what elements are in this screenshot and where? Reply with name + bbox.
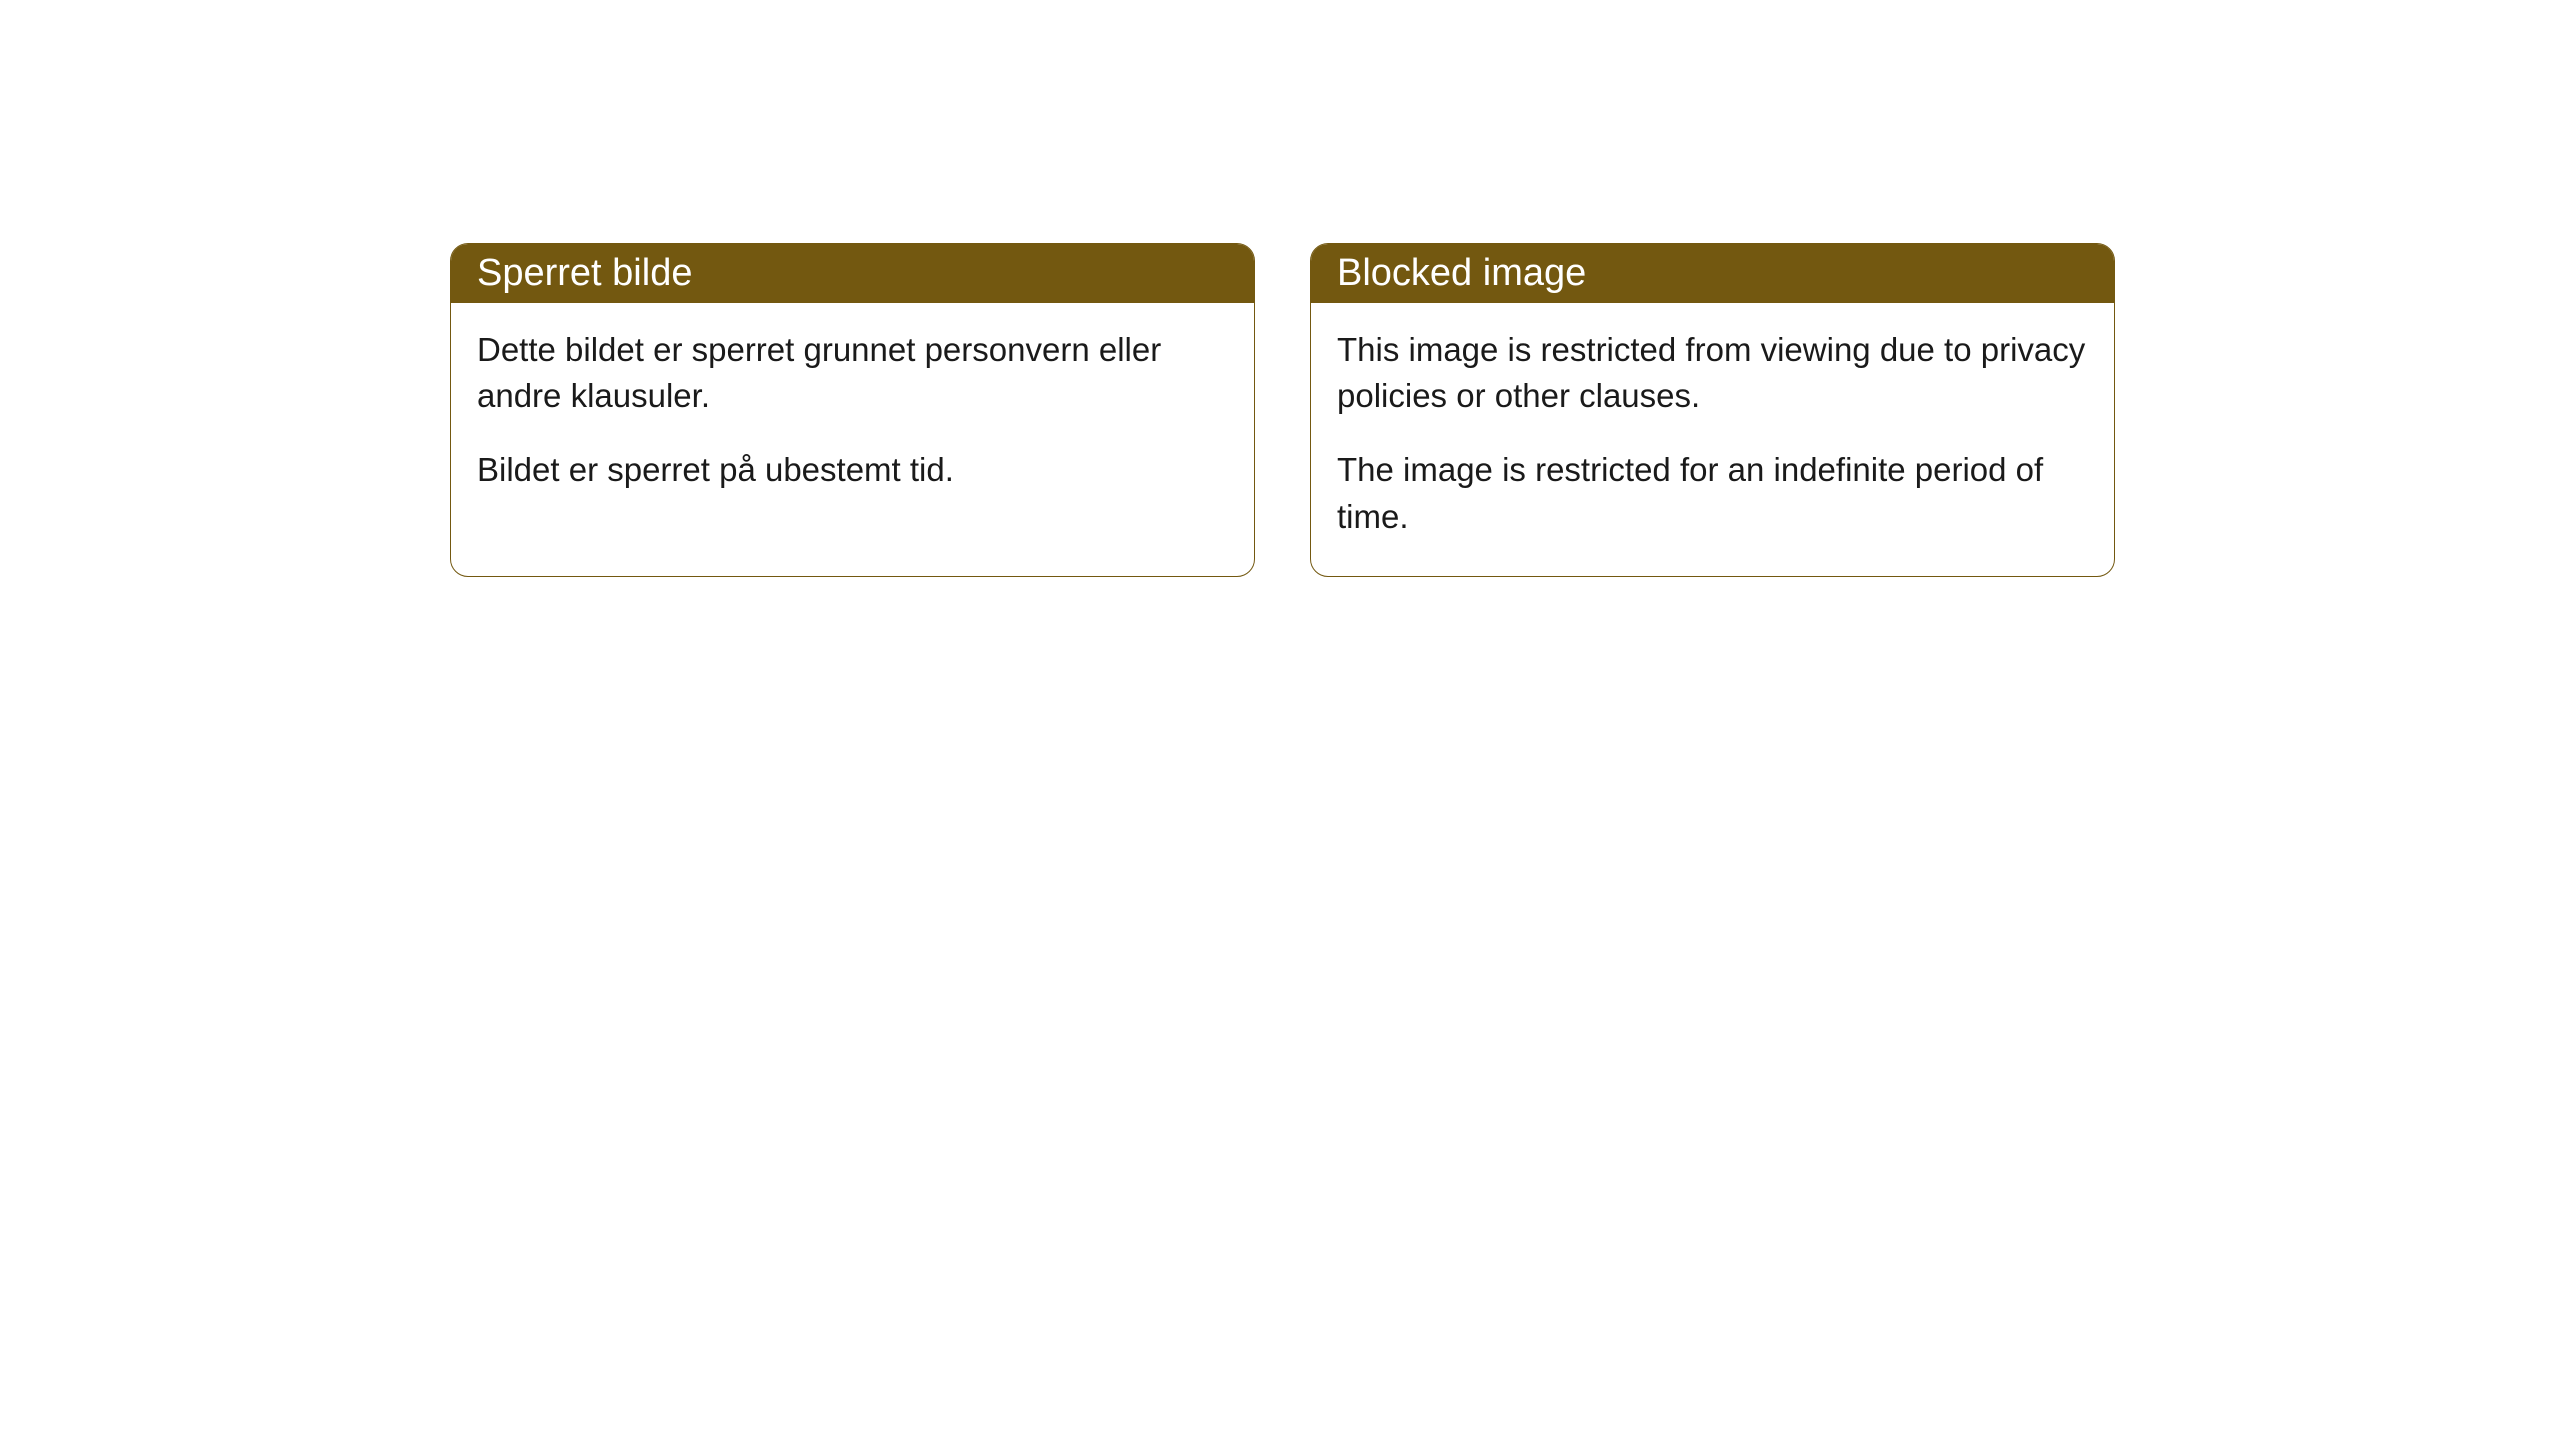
card-paragraph-2: Bildet er sperret på ubestemt tid. [477,447,1228,493]
card-title: Blocked image [1337,252,1586,294]
card-header: Blocked image [1311,244,2114,303]
card-paragraph-2: The image is restricted for an indefinit… [1337,447,2088,539]
card-paragraph-1: Dette bildet er sperret grunnet personve… [477,327,1228,419]
card-header: Sperret bilde [451,244,1254,303]
card-title: Sperret bilde [477,252,692,294]
card-paragraph-1: This image is restricted from viewing du… [1337,327,2088,419]
blocked-image-card-en: Blocked image This image is restricted f… [1310,243,2115,577]
blocked-image-card-no: Sperret bilde Dette bildet er sperret gr… [450,243,1255,577]
cards-container: Sperret bilde Dette bildet er sperret gr… [450,243,2115,577]
card-body: Dette bildet er sperret grunnet personve… [451,303,1254,530]
card-body: This image is restricted from viewing du… [1311,303,2114,576]
